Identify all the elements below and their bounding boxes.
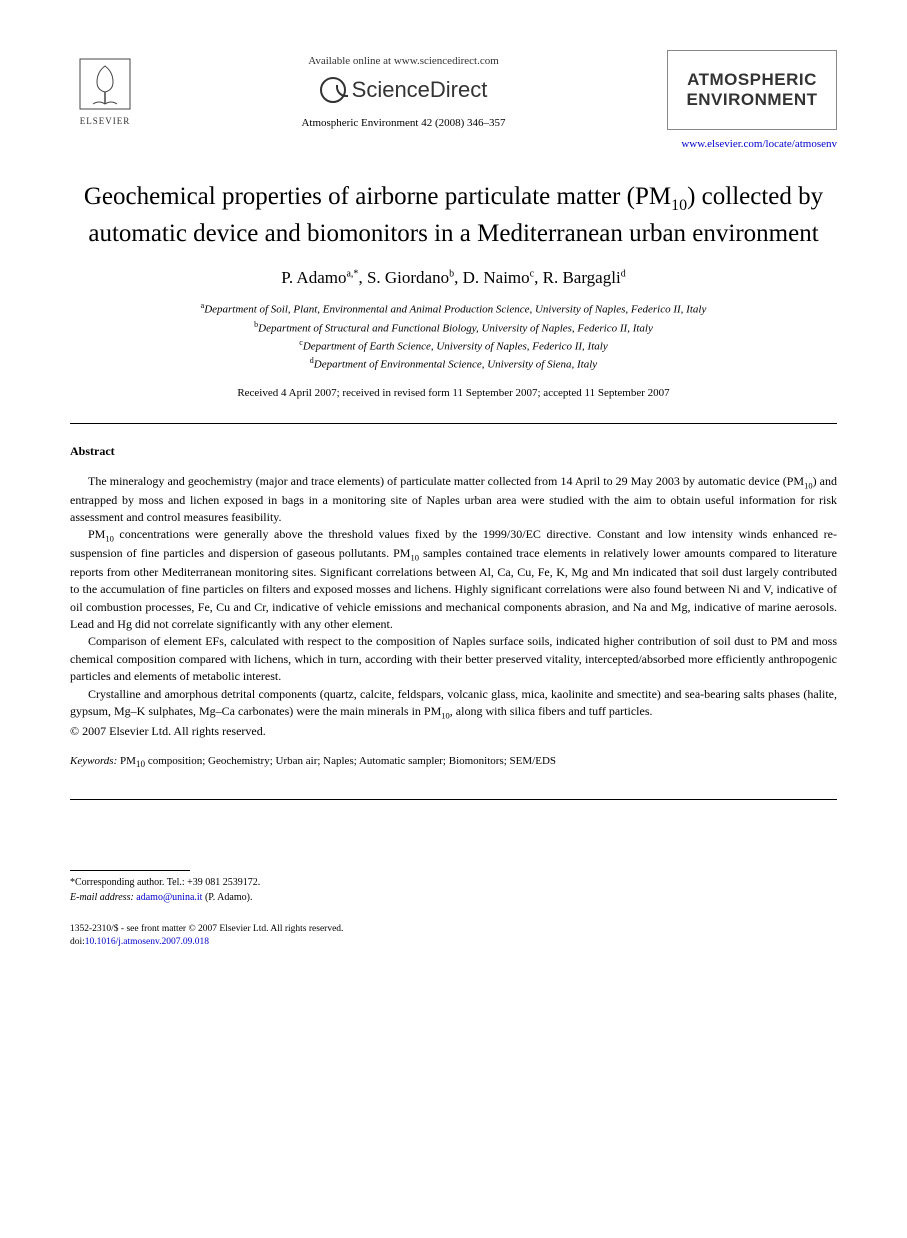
affiliation-line: dDepartment of Environmental Science, Un… (70, 355, 837, 373)
footnote-separator (70, 870, 190, 871)
citation-line: Atmospheric Environment 42 (2008) 346–35… (140, 117, 667, 129)
affiliation-line: bDepartment of Structural and Functional… (70, 319, 837, 337)
email-link[interactable]: adamo@unina.it (136, 892, 202, 903)
footer-front-matter: 1352-2310/$ - see front matter © 2007 El… (70, 923, 837, 936)
keywords-label: Keywords: (70, 755, 117, 767)
footer-doi-line: doi:10.1016/j.atmosenv.2007.09.018 (70, 936, 837, 949)
elsevier-logo: ELSEVIER (70, 50, 140, 130)
journal-name-line1: ATMOSPHERIC (687, 70, 817, 90)
abstract-paragraph: PM10 concentrations were generally above… (70, 526, 837, 633)
footer-block: 1352-2310/$ - see front matter © 2007 El… (70, 923, 837, 950)
affiliation-line: aDepartment of Soil, Plant, Environmenta… (70, 300, 837, 318)
top-rule (70, 423, 837, 424)
center-header: Available online at www.sciencedirect.co… (140, 50, 667, 129)
doi-link[interactable]: 10.1016/j.atmosenv.2007.09.018 (85, 937, 209, 947)
article-dates: Received 4 April 2007; received in revis… (70, 387, 837, 399)
email-label: E-mail address: (70, 892, 134, 903)
abstract-paragraph: The mineralogy and geochemistry (major a… (70, 473, 837, 526)
header-row: ELSEVIER Available online at www.science… (70, 50, 837, 130)
journal-box: ATMOSPHERIC ENVIRONMENT (667, 50, 837, 130)
sciencedirect-text: ScienceDirect (352, 77, 488, 103)
keywords-line: Keywords: PM10 composition; Geochemistry… (70, 755, 837, 769)
abstract-heading: Abstract (70, 444, 837, 459)
corresponding-author-block: *Corresponding author. Tel.: +39 081 253… (70, 875, 837, 905)
doi-prefix: doi: (70, 937, 85, 947)
corresponding-email-line: E-mail address: adamo@unina.it (P. Adamo… (70, 890, 837, 905)
affiliations-block: aDepartment of Soil, Plant, Environmenta… (70, 300, 837, 373)
authors-line: P. Adamoa,*, S. Giordanob, D. Naimoc, R.… (70, 268, 837, 288)
corresponding-tel: *Corresponding author. Tel.: +39 081 253… (70, 875, 837, 890)
elsevier-label: ELSEVIER (80, 116, 131, 126)
sciencedirect-logo: ScienceDirect (320, 77, 488, 103)
sciencedirect-icon (320, 77, 346, 103)
abstract-body: The mineralogy and geochemistry (major a… (70, 473, 837, 722)
abstract-paragraph: Crystalline and amorphous detrital compo… (70, 686, 837, 722)
elsevier-tree-icon (75, 54, 135, 114)
email-suffix: (P. Adamo). (202, 892, 252, 903)
affiliation-line: cDepartment of Earth Science, University… (70, 337, 837, 355)
journal-name-line2: ENVIRONMENT (686, 90, 817, 110)
journal-url-link[interactable]: www.elsevier.com/locate/atmosenv (70, 138, 837, 150)
keywords-text: PM10 composition; Geochemistry; Urban ai… (117, 755, 556, 767)
available-online-text: Available online at www.sciencedirect.co… (140, 55, 667, 67)
abstract-copyright: © 2007 Elsevier Ltd. All rights reserved… (70, 724, 837, 739)
abstract-paragraph: Comparison of element EFs, calculated wi… (70, 633, 837, 685)
bottom-rule (70, 799, 837, 800)
article-title: Geochemical properties of airborne parti… (70, 180, 837, 250)
